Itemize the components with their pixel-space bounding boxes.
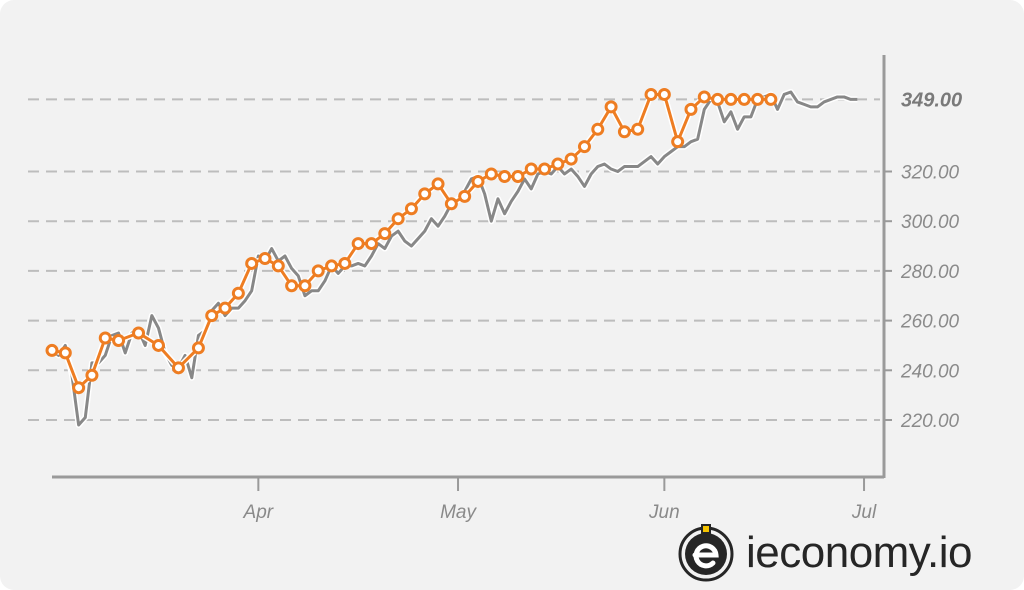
series	[45, 87, 858, 428]
average-point	[444, 197, 458, 211]
last-value-label: 349.00	[901, 89, 962, 111]
average-point	[458, 189, 472, 203]
average-point	[338, 256, 352, 270]
average-point	[218, 301, 232, 315]
price-line	[51, 90, 858, 427]
average-point	[564, 152, 578, 166]
average-point	[764, 92, 778, 106]
average-point	[72, 381, 86, 395]
x-tick-label: Apr	[243, 502, 274, 523]
average-point	[697, 90, 711, 104]
average-point	[471, 174, 485, 188]
average-point	[205, 309, 219, 323]
average-point	[591, 122, 605, 136]
average-point	[724, 92, 738, 106]
average-point	[325, 259, 339, 273]
average-point	[98, 331, 112, 345]
x-tick-label: Jun	[648, 502, 680, 523]
average-point	[171, 361, 185, 375]
average-point	[617, 125, 631, 139]
average-point	[711, 92, 725, 106]
average-point	[498, 169, 512, 183]
average-point	[751, 92, 765, 106]
average-point	[85, 368, 99, 382]
average-point	[391, 212, 405, 226]
average-point	[431, 177, 445, 191]
brand-logo: ieconomy.io	[676, 522, 973, 584]
average-point	[258, 251, 272, 265]
brand-name: ieconomy.io	[746, 528, 973, 577]
average-point	[351, 237, 365, 251]
average-point	[418, 187, 432, 201]
average-point	[271, 259, 285, 273]
grid-lines	[28, 98, 880, 421]
average-point	[151, 338, 165, 352]
average-point	[551, 157, 565, 171]
average-point	[378, 227, 392, 241]
average-point	[404, 202, 418, 216]
x-tick-label: Jul	[851, 502, 877, 523]
average-point	[45, 343, 59, 357]
y-tick-label: 240.00	[900, 361, 960, 382]
average-point	[364, 237, 378, 251]
average-point	[524, 162, 538, 176]
x-tick-label: May	[440, 502, 477, 523]
average-point	[298, 279, 312, 293]
average-point	[58, 346, 72, 360]
y-tick-label: 280.00	[900, 262, 960, 283]
y-axis-ticks: 220.00 240.00 260.00 280.00 300.00 320.00 349.…	[884, 89, 962, 432]
y-tick-label: 320.00	[901, 163, 960, 184]
average-point	[112, 333, 126, 347]
y-tick-label: 220.00	[900, 411, 960, 432]
average-point	[737, 92, 751, 106]
axes	[52, 55, 886, 479]
average-point	[644, 87, 658, 101]
y-tick-label: 300.00	[901, 212, 960, 233]
average-point	[231, 286, 245, 300]
average-point	[538, 162, 552, 176]
average-point	[245, 256, 259, 270]
x-axis-ticks: Apr May Jun Jul	[243, 477, 877, 523]
average-point	[132, 326, 146, 340]
average-point	[484, 167, 498, 181]
average-point	[191, 341, 205, 355]
average-point	[657, 87, 671, 101]
average-point	[604, 100, 618, 114]
average-point	[285, 279, 299, 293]
average-point	[577, 140, 591, 154]
average-point	[311, 264, 325, 278]
average-point	[684, 102, 698, 116]
price-line-halo	[50, 88, 858, 428]
average-point	[511, 169, 525, 183]
average-point	[631, 122, 645, 136]
e-circle-logo-icon	[678, 524, 734, 582]
average-point	[671, 135, 685, 149]
y-tick-label: 260.00	[900, 312, 960, 333]
